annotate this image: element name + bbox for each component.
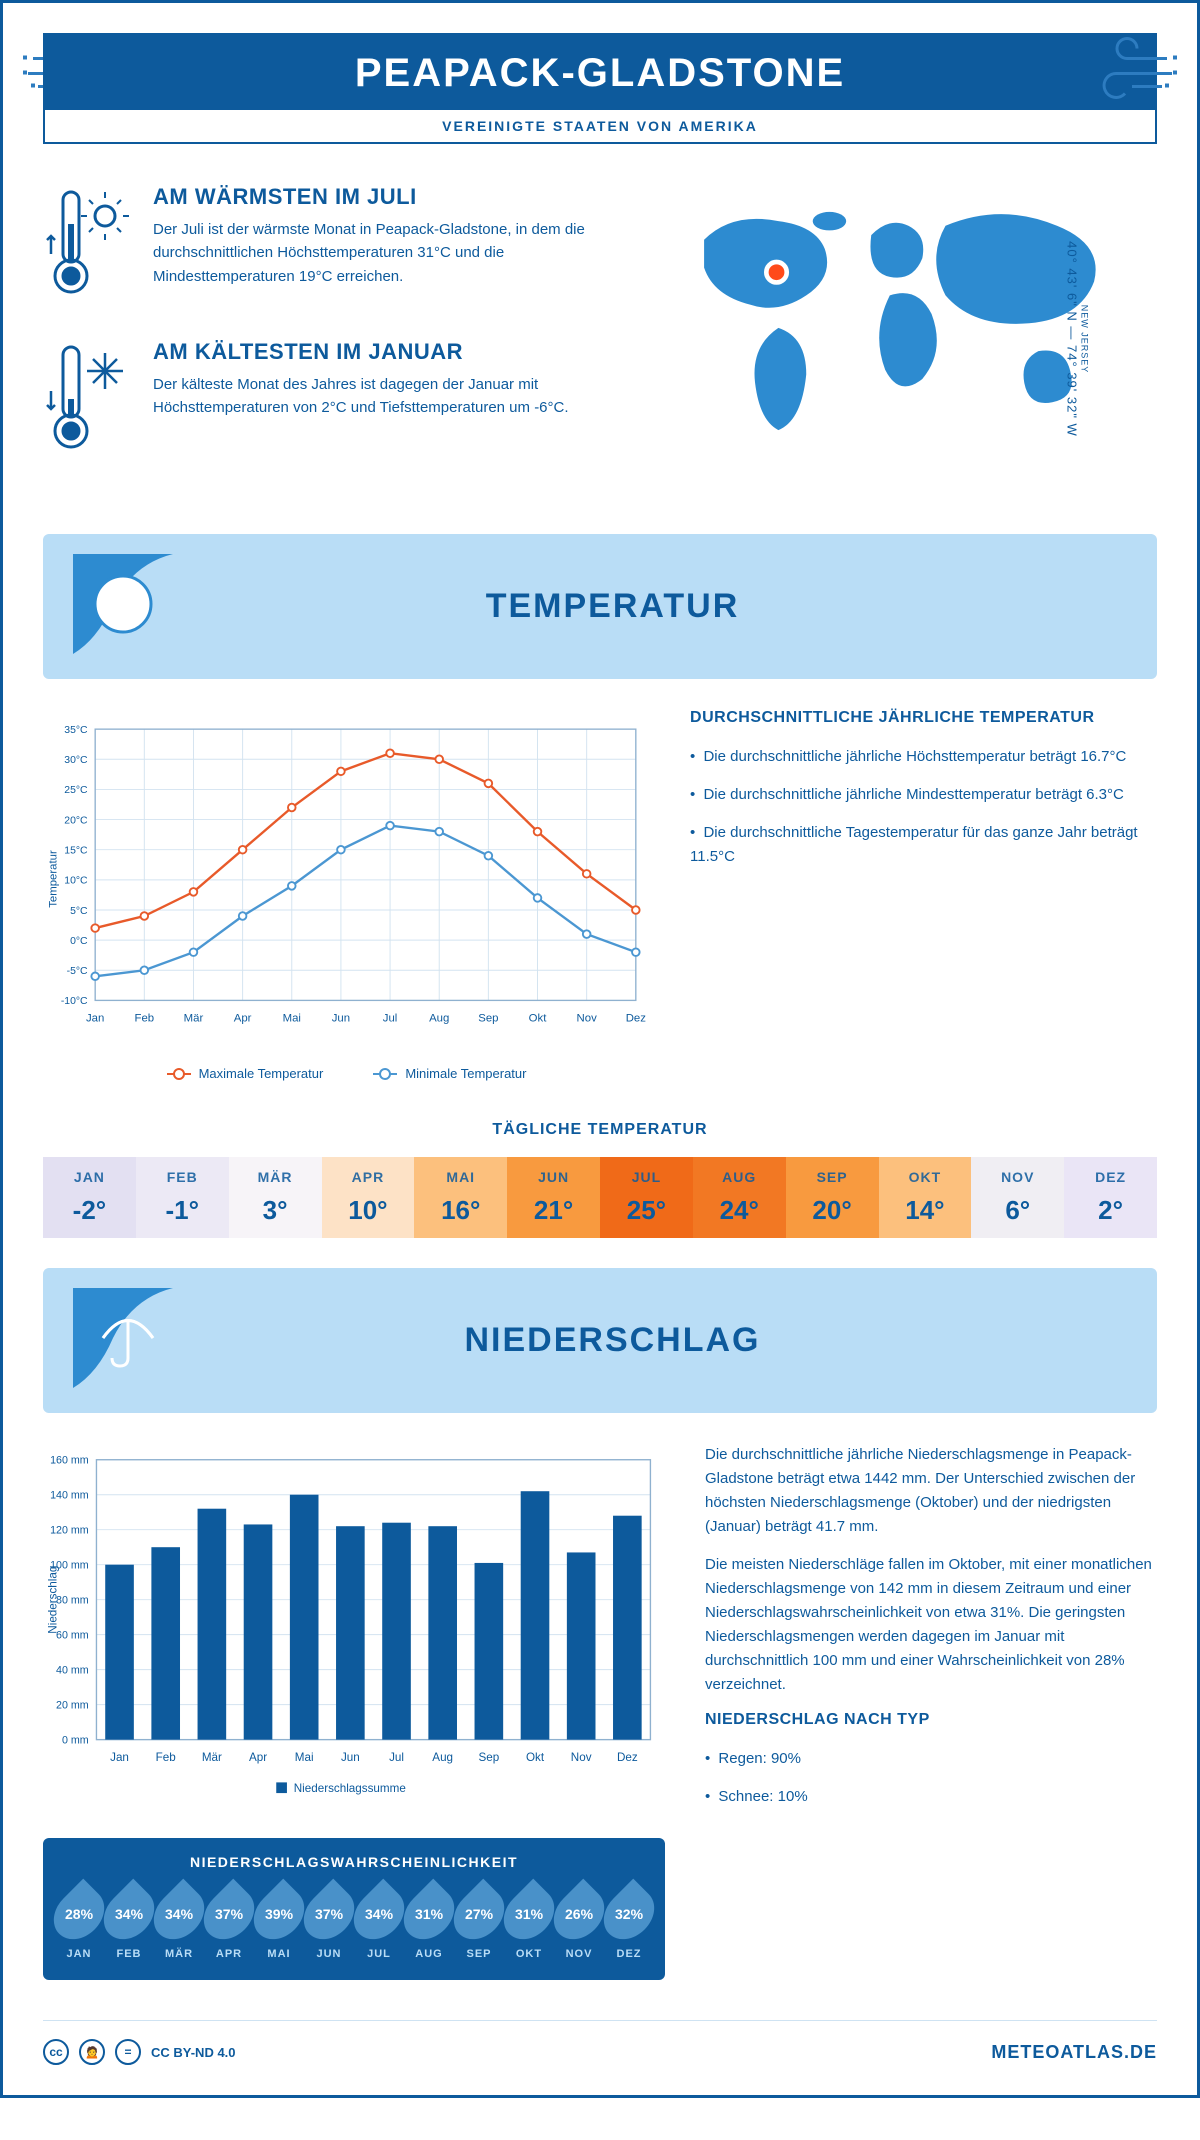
sun-icon (73, 554, 173, 659)
temp-cell: DEZ2° (1064, 1157, 1157, 1238)
svg-text:Feb: Feb (156, 1751, 176, 1764)
footer: cc 🙍 = CC BY-ND 4.0 METEOATLAS.DE (43, 2020, 1157, 2065)
header-band: PEAPACK-GLADSTONE (43, 33, 1157, 108)
precip-desc-p1: Die durchschnittliche jährliche Niedersc… (705, 1443, 1157, 1539)
temp-cell: FEB-1° (136, 1157, 229, 1238)
svg-text:Okt: Okt (526, 1751, 545, 1764)
temp-cell: JAN-2° (43, 1157, 136, 1238)
svg-text:5°C: 5°C (70, 906, 88, 917)
temp-cell: JUN21° (507, 1157, 600, 1238)
precip-probability-box: NIEDERSCHLAGSWAHRSCHEINLICHKEIT 28%JAN34… (43, 1838, 665, 1980)
temp-cell: AUG24° (693, 1157, 786, 1238)
temp-cell: APR10° (322, 1157, 415, 1238)
thermometer-hot-icon (43, 184, 133, 309)
by-icon: 🙍 (79, 2039, 105, 2065)
svg-text:Jun: Jun (332, 1012, 350, 1024)
svg-text:-10°C: -10°C (61, 996, 88, 1007)
svg-text:Nov: Nov (577, 1012, 598, 1024)
svg-text:35°C: 35°C (64, 725, 88, 736)
svg-text:20°C: 20°C (64, 815, 88, 826)
coords-label: NEW JERSEY 40° 43' 6" N — 74° 39' 32" W (1065, 241, 1090, 437)
svg-text:Niederschlag: Niederschlag (47, 1566, 60, 1634)
precip-type-list: Regen: 90%Schnee: 10% (705, 1747, 1157, 1809)
svg-text:15°C: 15°C (64, 845, 88, 856)
svg-text:Mär: Mär (202, 1751, 222, 1764)
subtitle-band: VEREINIGTE STAATEN VON AMERIKA (43, 108, 1157, 144)
svg-text:Aug: Aug (432, 1751, 453, 1764)
cold-text: Der kälteste Monat des Jahres ist dagege… (153, 373, 611, 420)
svg-text:0 mm: 0 mm (62, 1735, 89, 1747)
svg-text:-5°C: -5°C (67, 966, 88, 977)
svg-text:Okt: Okt (529, 1012, 548, 1024)
warm-title: AM WÄRMSTEN IM JULI (153, 184, 611, 210)
svg-text:Aug: Aug (429, 1012, 449, 1024)
svg-text:Apr: Apr (234, 1012, 252, 1024)
svg-text:60 mm: 60 mm (56, 1630, 89, 1642)
nd-icon: = (115, 2039, 141, 2065)
svg-text:Nov: Nov (571, 1751, 592, 1764)
brand-logo: METEOATLAS.DE (991, 2042, 1157, 2063)
temp-desc-list: Die durchschnittliche jährliche Höchstte… (690, 745, 1157, 869)
svg-text:40 mm: 40 mm (56, 1665, 89, 1677)
page-title: PEAPACK-GLADSTONE (43, 51, 1157, 96)
svg-text:120 mm: 120 mm (50, 1525, 89, 1537)
umbrella-icon (73, 1288, 173, 1393)
daily-temp-grid: JAN-2°FEB-1°MÄR3°APR10°MAI16°JUN21°JUL25… (43, 1157, 1157, 1238)
temp-cell: JUL25° (600, 1157, 693, 1238)
svg-text:Jul: Jul (383, 1012, 398, 1024)
precipitation-bar-chart: 0 mm20 mm40 mm60 mm80 mm100 mm120 mm140 … (43, 1443, 665, 1803)
svg-text:Feb: Feb (135, 1012, 155, 1024)
svg-text:80 mm: 80 mm (56, 1595, 89, 1607)
svg-text:20 mm: 20 mm (56, 1700, 89, 1712)
temperature-line-chart: -10°C -5°C 0°C 5°C 10°C 15°C 20°C 25°C 30°C 35°C J… (43, 709, 650, 1049)
cold-title: AM KÄLTESTEN IM JANUAR (153, 339, 611, 365)
license-text: CC BY-ND 4.0 (151, 2045, 236, 2060)
precip-type-title: NIEDERSCHLAG NACH TYP (705, 1711, 1157, 1729)
svg-text:30°C: 30°C (64, 755, 88, 766)
svg-text:10°C: 10°C (64, 876, 88, 887)
temp-cell: MAI16° (414, 1157, 507, 1238)
svg-text:Jan: Jan (86, 1012, 104, 1024)
warm-text: Der Juli ist der wärmste Monat in Peapac… (153, 218, 611, 288)
svg-text:Jan: Jan (110, 1751, 129, 1764)
cc-icon: cc (43, 2039, 69, 2065)
svg-text:Sep: Sep (478, 1012, 498, 1024)
svg-text:Jun: Jun (341, 1751, 360, 1764)
svg-text:Temperatur: Temperatur (47, 850, 59, 908)
svg-text:Dez: Dez (626, 1012, 647, 1024)
svg-text:Mär: Mär (184, 1012, 204, 1024)
wind-icon (1067, 28, 1177, 113)
temp-cell: NOV6° (971, 1157, 1064, 1238)
svg-text:160 mm: 160 mm (50, 1455, 89, 1467)
svg-text:140 mm: 140 mm (50, 1490, 89, 1502)
section-precipitation: NIEDERSCHLAG (43, 1268, 1157, 1413)
daily-temp-title: TÄGLICHE TEMPERATUR (43, 1121, 1157, 1139)
precip-desc-p2: Die meisten Niederschläge fallen im Okto… (705, 1553, 1157, 1697)
svg-text:Sep: Sep (478, 1751, 499, 1764)
temp-desc-title: DURCHSCHNITTLICHE JÄHRLICHE TEMPERATUR (690, 709, 1157, 727)
temp-cell: OKT14° (879, 1157, 972, 1238)
svg-text:Apr: Apr (249, 1751, 267, 1764)
svg-text:Niederschlagssumme: Niederschlagssumme (294, 1782, 406, 1795)
temp-cell: SEP20° (786, 1157, 879, 1238)
svg-text:25°C: 25°C (64, 785, 88, 796)
temp-chart-legend: Maximale TemperaturMinimale Temperatur (43, 1066, 650, 1081)
svg-text:Dez: Dez (617, 1751, 638, 1764)
svg-text:Mai: Mai (295, 1751, 314, 1764)
svg-text:0°C: 0°C (70, 936, 88, 947)
section-temperature: TEMPERATUR (43, 534, 1157, 679)
thermometer-cold-icon (43, 339, 133, 464)
temp-cell: MÄR3° (229, 1157, 322, 1238)
svg-text:Jul: Jul (389, 1751, 404, 1764)
svg-text:Mai: Mai (283, 1012, 301, 1024)
